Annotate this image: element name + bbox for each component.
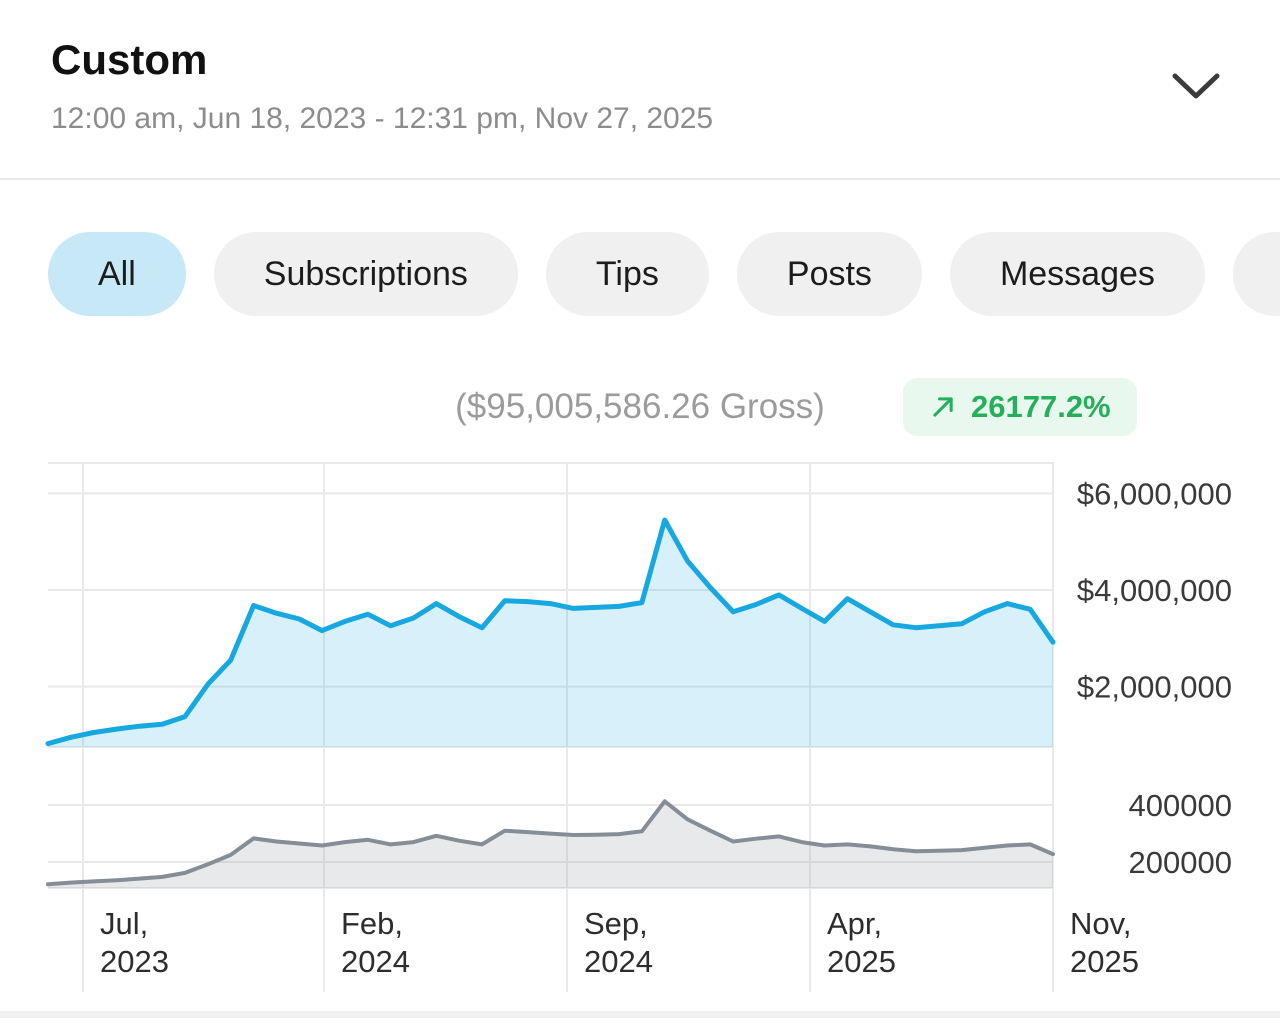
header: Custom 12:00 am, Jun 18, 2023 - 12:31 pm… — [0, 0, 1280, 138]
summary-row: ($95,005,586.26 Gross) 26177.2% — [0, 378, 1280, 436]
filter-pill-subscriptions[interactable]: Subscriptions — [213, 232, 518, 316]
y-axis-tick-label: 400000 — [1129, 788, 1232, 823]
trend-percentage: 26177.2% — [971, 389, 1111, 424]
x-axis-tick-label: Apr, — [827, 906, 882, 941]
header-divider — [0, 178, 1280, 180]
chevron-down-icon — [1172, 73, 1220, 99]
earnings-charts[interactable]: $2,000,000 $4,000,000 $6,000,000 200000 4000… — [0, 462, 1280, 997]
gross-earnings-area-fill — [48, 520, 1053, 747]
x-axis-tick-label: 2025 — [827, 944, 896, 979]
filter-tabs: All Subscriptions Tips Posts Messages — [0, 232, 1280, 316]
y-axis-tick-label: 200000 — [1129, 845, 1232, 880]
trend-badge: 26177.2% — [903, 378, 1137, 436]
next-section-edge — [0, 1011, 1280, 1018]
filter-pill-tips[interactable]: Tips — [545, 232, 709, 316]
arrow-up-right-icon — [933, 397, 953, 417]
x-axis-tick-label: Nov, — [1070, 906, 1131, 941]
y-axis-tick-label: $2,000,000 — [1077, 670, 1232, 705]
x-axis-tick-label: Sep, — [584, 906, 648, 941]
x-axis-tick-label: Jul, — [100, 906, 148, 941]
x-axis-tick-label: 2023 — [100, 944, 169, 979]
date-range-label: 12:00 am, Jun 18, 2023 - 12:31 pm, Nov 2… — [51, 102, 714, 135]
secondary-metric-line — [46, 799, 1055, 887]
x-axis-tick-label: 2025 — [1070, 944, 1139, 979]
gross-amount-label: ($95,005,586.26 Gross) — [455, 387, 825, 426]
gross-earnings-line — [45, 517, 1056, 747]
y-axis-tick-label: $6,000,000 — [1077, 476, 1232, 511]
x-axis-tick-label: 2024 — [584, 944, 653, 979]
date-range-expand-button[interactable] — [1168, 66, 1224, 106]
x-axis-tick-label: 2024 — [341, 944, 410, 979]
secondary-metric-area-fill — [48, 801, 1053, 888]
filter-pill-posts[interactable]: Posts — [736, 232, 922, 316]
filter-pill-all[interactable]: All — [48, 232, 186, 316]
page-title: Custom — [51, 36, 208, 83]
filter-pill-partial[interactable] — [1232, 232, 1280, 316]
y-axis-tick-label: $4,000,000 — [1077, 573, 1232, 608]
filter-pill-messages[interactable]: Messages — [949, 232, 1205, 316]
x-axis-tick-label: Feb, — [341, 906, 403, 941]
